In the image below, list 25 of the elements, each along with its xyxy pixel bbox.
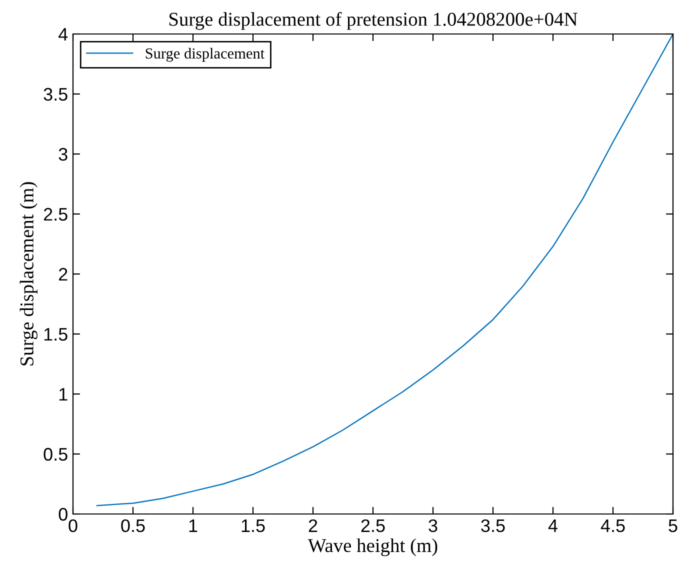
x-tick-label: 4 (548, 520, 558, 532)
x-tick-label: 3 (428, 519, 438, 532)
legend-label: Surge displacement (146, 48, 265, 62)
x-tick-label: 0 (68, 519, 78, 532)
y-axis-title: Surge displacement (m) (20, 182, 38, 366)
x-tick-label: 2 (308, 519, 318, 532)
line-series (96, 34, 673, 506)
y-tick-label: 0.5 (44, 448, 68, 461)
y-tick-label: 2.5 (44, 208, 68, 221)
y-tick-label: 2 (59, 268, 68, 281)
y-tick-label: 3 (58, 148, 68, 161)
y-tick-label: 1.5 (44, 328, 68, 341)
x-axis-title: Wave height (m) (308, 538, 438, 556)
x-tick-label: 5 (668, 520, 678, 532)
x-tick-label: 3.5 (481, 519, 505, 532)
x-tick-label: 1.5 (242, 520, 265, 532)
y-tick-label: 1 (59, 388, 68, 401)
x-tick-label: 0.5 (121, 519, 145, 532)
y-tick-label: 3.5 (44, 88, 68, 101)
x-tick-label: 4.5 (600, 520, 625, 532)
y-tick-label: 0 (58, 508, 68, 521)
x-tick-label: 1 (189, 520, 198, 532)
y-tick-label: 4 (58, 28, 68, 41)
chart-title: Surge displacement of pretension 1.04208200e+04N (169, 12, 578, 30)
x-tick-label: 2.5 (361, 519, 385, 532)
